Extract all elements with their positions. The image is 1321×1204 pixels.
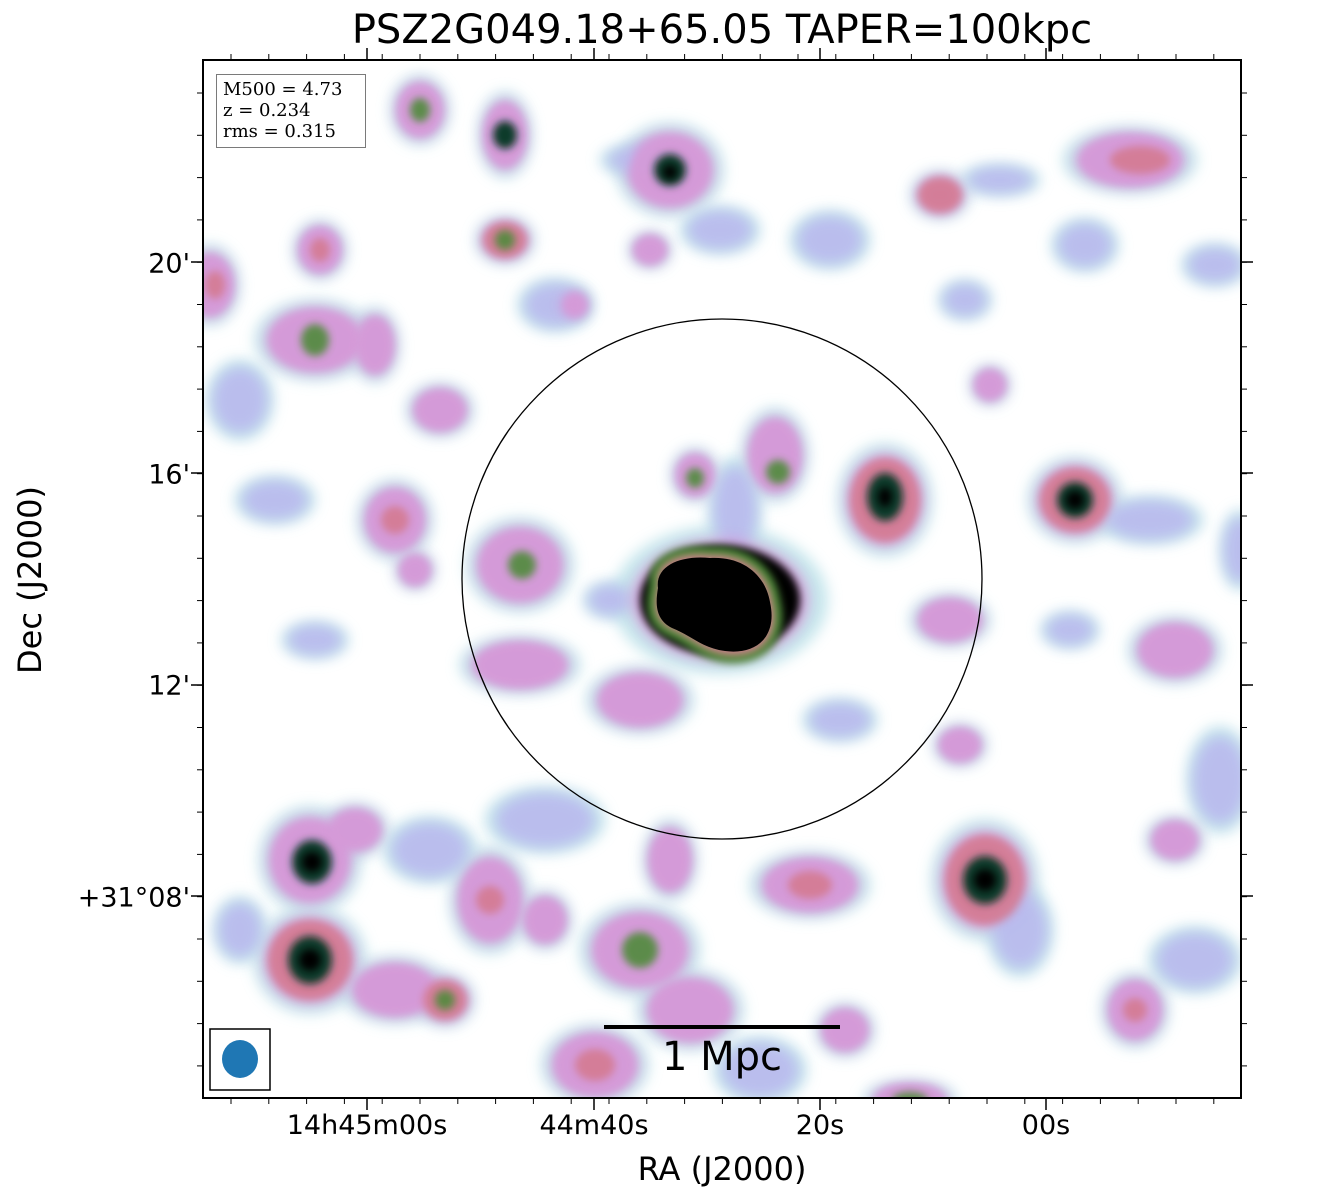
emission-blob — [788, 871, 832, 899]
emission-blob — [1110, 146, 1170, 174]
emission-blob — [974, 869, 996, 891]
emission-blob — [975, 370, 1005, 400]
emission-blob — [892, 1092, 928, 1098]
emission-blob — [330, 810, 380, 850]
emission-blob — [766, 460, 790, 484]
emission-blob — [381, 506, 409, 534]
emission-blob — [1045, 614, 1095, 646]
emission-blob — [563, 293, 587, 317]
emission-blob — [493, 121, 517, 149]
y-tick-label: 12' — [148, 670, 190, 702]
emission-blob — [212, 367, 268, 433]
cluster-info-box: M500 = 4.73 z = 0.234 rms = 0.315 — [216, 74, 366, 148]
beam-ellipse — [222, 1040, 258, 1078]
emission-blob — [435, 990, 455, 1010]
emission-blob — [721, 1042, 799, 1098]
emission-blob — [713, 466, 757, 554]
emission-blob — [410, 98, 430, 122]
axis-ticks — [191, 48, 1253, 1110]
emission-blob — [495, 230, 515, 250]
emission-blob — [508, 551, 536, 579]
emission-blob — [823, 1010, 867, 1050]
plot-title: PSZ2G049.18+65.05 TAPER=100kpc — [351, 7, 1093, 53]
scalebar-label: 1 Mpc — [661, 1034, 783, 1080]
emission-blob — [1106, 500, 1194, 540]
emission-blob — [634, 236, 666, 264]
emission-blob — [242, 480, 308, 520]
emission-blob — [1066, 491, 1084, 509]
y-axis-label: Dec (J2000) — [11, 486, 49, 674]
emission-blob — [475, 643, 565, 687]
emission-blob — [918, 177, 962, 213]
emission-blob — [663, 165, 677, 179]
emission-blob — [687, 210, 753, 250]
emission-blob — [355, 965, 435, 1015]
x-axis-label: RA (J2000) — [637, 1150, 807, 1188]
emission-blob — [650, 830, 690, 890]
rms-text: rms = 0.315 — [223, 121, 336, 142]
emission-blob — [415, 390, 465, 430]
emission-blob — [301, 324, 329, 356]
x-tick-label: 44m40s — [539, 1110, 649, 1141]
y-tick-label: 16' — [148, 459, 190, 491]
emission-blob — [310, 238, 330, 262]
y-tick-label: 20' — [148, 248, 190, 280]
emission-blob — [391, 822, 469, 878]
emission-blob — [940, 729, 980, 761]
emission-blob — [525, 898, 565, 942]
x-tick-label: 00s — [1021, 1110, 1071, 1141]
x-tick-label: 14h45m00s — [286, 1110, 448, 1141]
emission-blob — [943, 283, 987, 317]
emission-blob — [1153, 822, 1197, 858]
emission-blob — [920, 600, 980, 640]
mass-text: M500 = 4.73 — [223, 79, 343, 100]
radio-emission-layer — [203, 74, 1241, 1098]
emission-blob — [622, 932, 658, 968]
emission-blob — [400, 555, 430, 585]
y-tick-label: +31°08' — [77, 882, 190, 914]
emission-blob — [1192, 736, 1241, 824]
emission-blob — [1123, 998, 1147, 1022]
emission-blob — [205, 271, 225, 299]
central-source-core — [656, 557, 772, 652]
emission-blob — [686, 468, 704, 488]
redshift-text: z = 0.234 — [223, 100, 311, 121]
emission-blob — [797, 215, 863, 265]
r500-circle — [461, 318, 983, 840]
emission-blob — [299, 949, 321, 971]
emission-blob — [875, 1085, 945, 1098]
emission-blob — [650, 980, 730, 1040]
emission-blob — [357, 317, 393, 373]
emission-blob — [495, 792, 595, 848]
emission-blob — [287, 624, 343, 656]
emission-blob — [476, 886, 504, 914]
emission-blob — [600, 675, 680, 725]
emission-blob — [1140, 625, 1210, 675]
emission-blob — [1057, 223, 1113, 267]
emission-blob — [575, 1049, 615, 1081]
emission-blob — [967, 166, 1033, 194]
emission-blob — [1223, 517, 1241, 583]
emission-blob — [302, 852, 322, 872]
emission-blob — [809, 702, 871, 738]
emission-blob — [1156, 932, 1234, 988]
emission-blob — [218, 902, 262, 958]
emission-blob — [588, 584, 632, 616]
emission-blob — [1187, 247, 1241, 283]
emission-blob — [878, 487, 892, 507]
x-tick-label: 20s — [795, 1110, 845, 1141]
